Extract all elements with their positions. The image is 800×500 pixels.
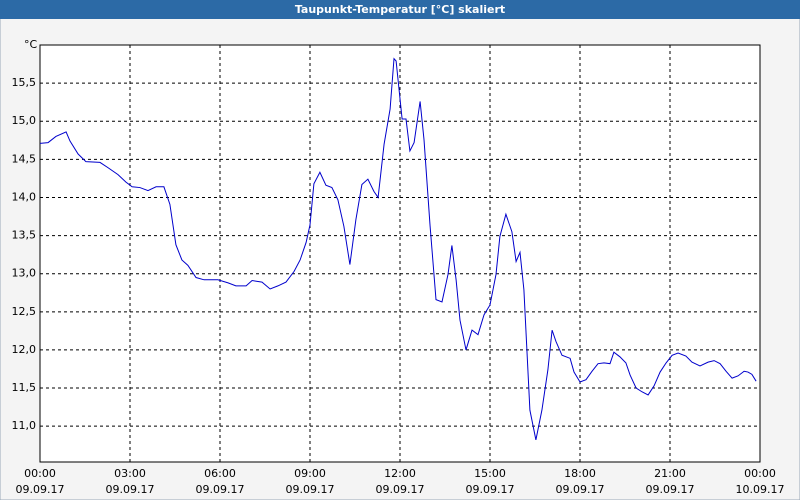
y-tick-label: 14,5 xyxy=(12,152,37,165)
x-tick-date: 09.09.17 xyxy=(556,483,605,496)
y-tick-label: 11,5 xyxy=(12,381,37,394)
x-tick-date: 09.09.17 xyxy=(646,483,695,496)
plot-border xyxy=(39,44,761,463)
x-tick-date: 09.09.17 xyxy=(106,483,155,496)
chart-title: Taupunkt-Temperatur [°C] skaliert xyxy=(295,3,505,16)
x-tick-label: 00:00 xyxy=(24,467,56,480)
x-tick-date: 09.09.17 xyxy=(196,483,245,496)
x-tick-label: 03:00 xyxy=(114,467,146,480)
x-tick-date: 10.09.17 xyxy=(736,483,785,496)
y-tick-label: 13,0 xyxy=(12,267,37,280)
y-tick-label: 15,5 xyxy=(12,76,37,89)
title-bar xyxy=(0,0,800,19)
x-tick-label: 15:00 xyxy=(474,467,506,480)
y-tick-label: 13,5 xyxy=(12,229,37,242)
y-tick-label: 14,0 xyxy=(12,190,37,203)
x-tick-label: 21:00 xyxy=(654,467,686,480)
x-tick-label: 12:00 xyxy=(384,467,416,480)
x-tick-date: 09.09.17 xyxy=(16,483,65,496)
x-tick-label: 18:00 xyxy=(564,467,596,480)
plot-area xyxy=(40,45,760,462)
y-unit: °C xyxy=(24,38,38,51)
x-tick-label: 09:00 xyxy=(294,467,326,480)
x-tick-label: 06:00 xyxy=(204,467,236,480)
line xyxy=(39,57,757,440)
x-tick-date: 09.09.17 xyxy=(376,483,425,496)
x-tick-date: 09.09.17 xyxy=(466,483,515,496)
x-tick-date: 09.09.17 xyxy=(286,483,335,496)
y-tick-label: 11,0 xyxy=(12,419,37,432)
y-tick-label: 15,0 xyxy=(12,114,37,127)
y-tick-label: 12,0 xyxy=(12,343,37,356)
x-tick-label: 00:00 xyxy=(744,467,776,480)
y-tick-label: 12,5 xyxy=(12,305,37,318)
